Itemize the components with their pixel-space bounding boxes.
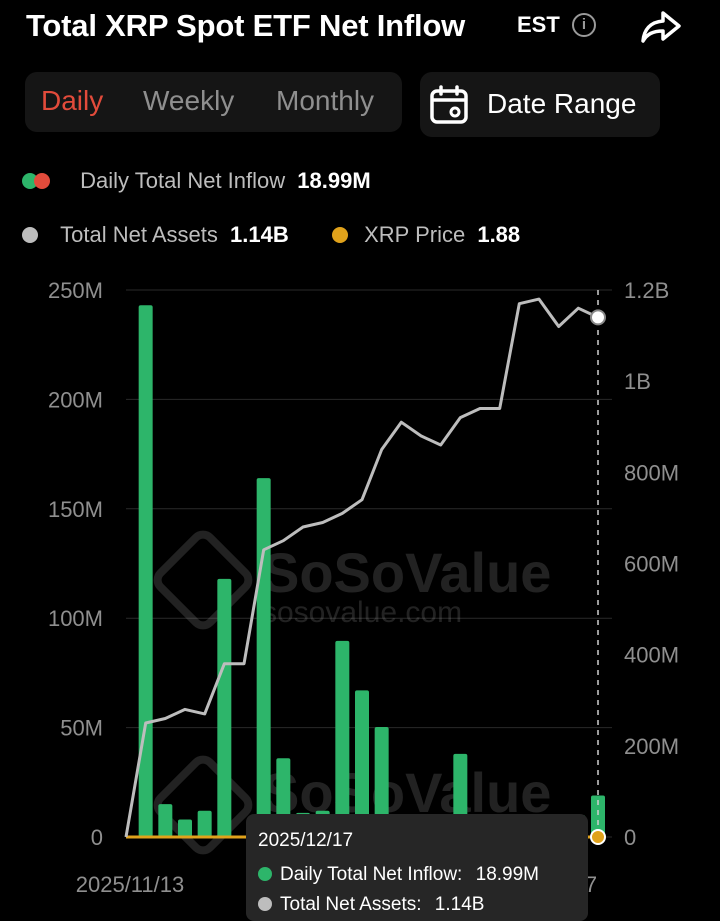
assets-hover-point: [590, 309, 606, 326]
tooltip-inflow-value: 18.99M: [475, 864, 539, 885]
tooltip-assets-value: 1.14B: [434, 894, 485, 915]
x-tick-label: 2025/11/13: [76, 872, 184, 897]
price-legend-dot: [332, 227, 348, 243]
timezone-label[interactable]: EST: [517, 12, 560, 37]
watermark-brand: SoSoValue: [262, 541, 551, 604]
y-left-tick-label: 250M: [48, 278, 103, 303]
tooltip-assets-dot: [258, 897, 272, 911]
inflow-bar[interactable]: [256, 478, 271, 837]
legend-price-label: XRP Price: [364, 222, 466, 247]
legend-inflow-label: Daily Total Net Inflow: [80, 168, 286, 193]
tooltip-date: 2025/12/17: [258, 830, 354, 851]
y-right-tick-label: 200M: [624, 734, 679, 759]
info-icon[interactable]: i: [572, 13, 596, 37]
y-right-tick-label: 1.2B: [624, 278, 669, 303]
tooltip-inflow-dot: [258, 867, 272, 881]
inflow-bar[interactable]: [178, 819, 192, 837]
inflow-bar[interactable]: [138, 305, 153, 837]
tooltip-inflow-row: Daily Total Net Inflow: 18.99M: [258, 864, 539, 886]
inflow-bar[interactable]: [197, 810, 212, 837]
y-right-tick-label: 400M: [624, 643, 679, 668]
tooltip-assets-label: Total Net Assets:: [280, 894, 422, 915]
assets-line[interactable]: [124, 297, 599, 838]
page-title: Total XRP Spot ETF Net Inflow: [26, 8, 466, 43]
tab-monthly[interactable]: Monthly: [276, 85, 375, 116]
tooltip-assets-row: Total Net Assets: 1.14B: [258, 894, 484, 916]
y-right-tick-label: 800M: [624, 460, 679, 485]
inflow-bar[interactable]: [591, 795, 605, 837]
legend-assets[interactable]: Total Net Assets 1.14B: [22, 222, 289, 248]
legend-inflow[interactable]: Daily Total Net Inflow 18.99M: [22, 168, 371, 194]
watermark-brand-2: SoSoValue: [262, 761, 551, 824]
assets-legend-dot: [22, 227, 38, 243]
y-left-tick-label: 200M: [48, 387, 103, 412]
share-icon[interactable]: [640, 10, 682, 49]
date-range-button[interactable]: Date Range: [420, 72, 660, 137]
legend-inflow-value: 18.99M: [297, 168, 371, 193]
tab-weekly[interactable]: Weekly: [143, 85, 235, 116]
date-range-label: Date Range: [487, 88, 637, 119]
price-hover-point: [590, 829, 606, 845]
inflow-bar[interactable]: [158, 804, 173, 837]
tab-daily[interactable]: Daily: [41, 85, 104, 116]
tooltip-inflow-label: Daily Total Net Inflow:: [280, 864, 463, 885]
chart-tooltip: 2025/12/17 Daily Total Net Inflow: 18.99…: [246, 814, 588, 921]
y-left-tick-label: 50M: [60, 716, 103, 741]
inflow-legend-icon: [22, 173, 56, 189]
y-left-tick-label: 100M: [48, 606, 103, 631]
watermark-url: sosovalue.com: [262, 596, 462, 629]
inflow-bar[interactable]: [217, 578, 232, 837]
legend-price[interactable]: XRP Price 1.88: [332, 222, 520, 248]
inflow-bar[interactable]: [374, 727, 389, 837]
y-right-tick-label: 1B: [624, 369, 651, 394]
y-left-tick-label: 0: [91, 825, 103, 850]
period-tabs: Daily Weekly Monthly: [25, 72, 402, 132]
y-right-tick-label: 0: [624, 825, 636, 850]
watermark-logo-icon: [153, 530, 253, 630]
y-right-tick-label: 600M: [624, 552, 679, 577]
legend-price-value: 1.88: [477, 222, 521, 247]
legend-assets-label: Total Net Assets: [60, 222, 218, 247]
inflow-bar[interactable]: [355, 690, 369, 837]
legend-assets-value: 1.14B: [230, 222, 289, 247]
y-left-tick-label: 150M: [48, 497, 103, 522]
inflow-bar[interactable]: [335, 640, 350, 837]
calendar-icon: [430, 85, 468, 124]
